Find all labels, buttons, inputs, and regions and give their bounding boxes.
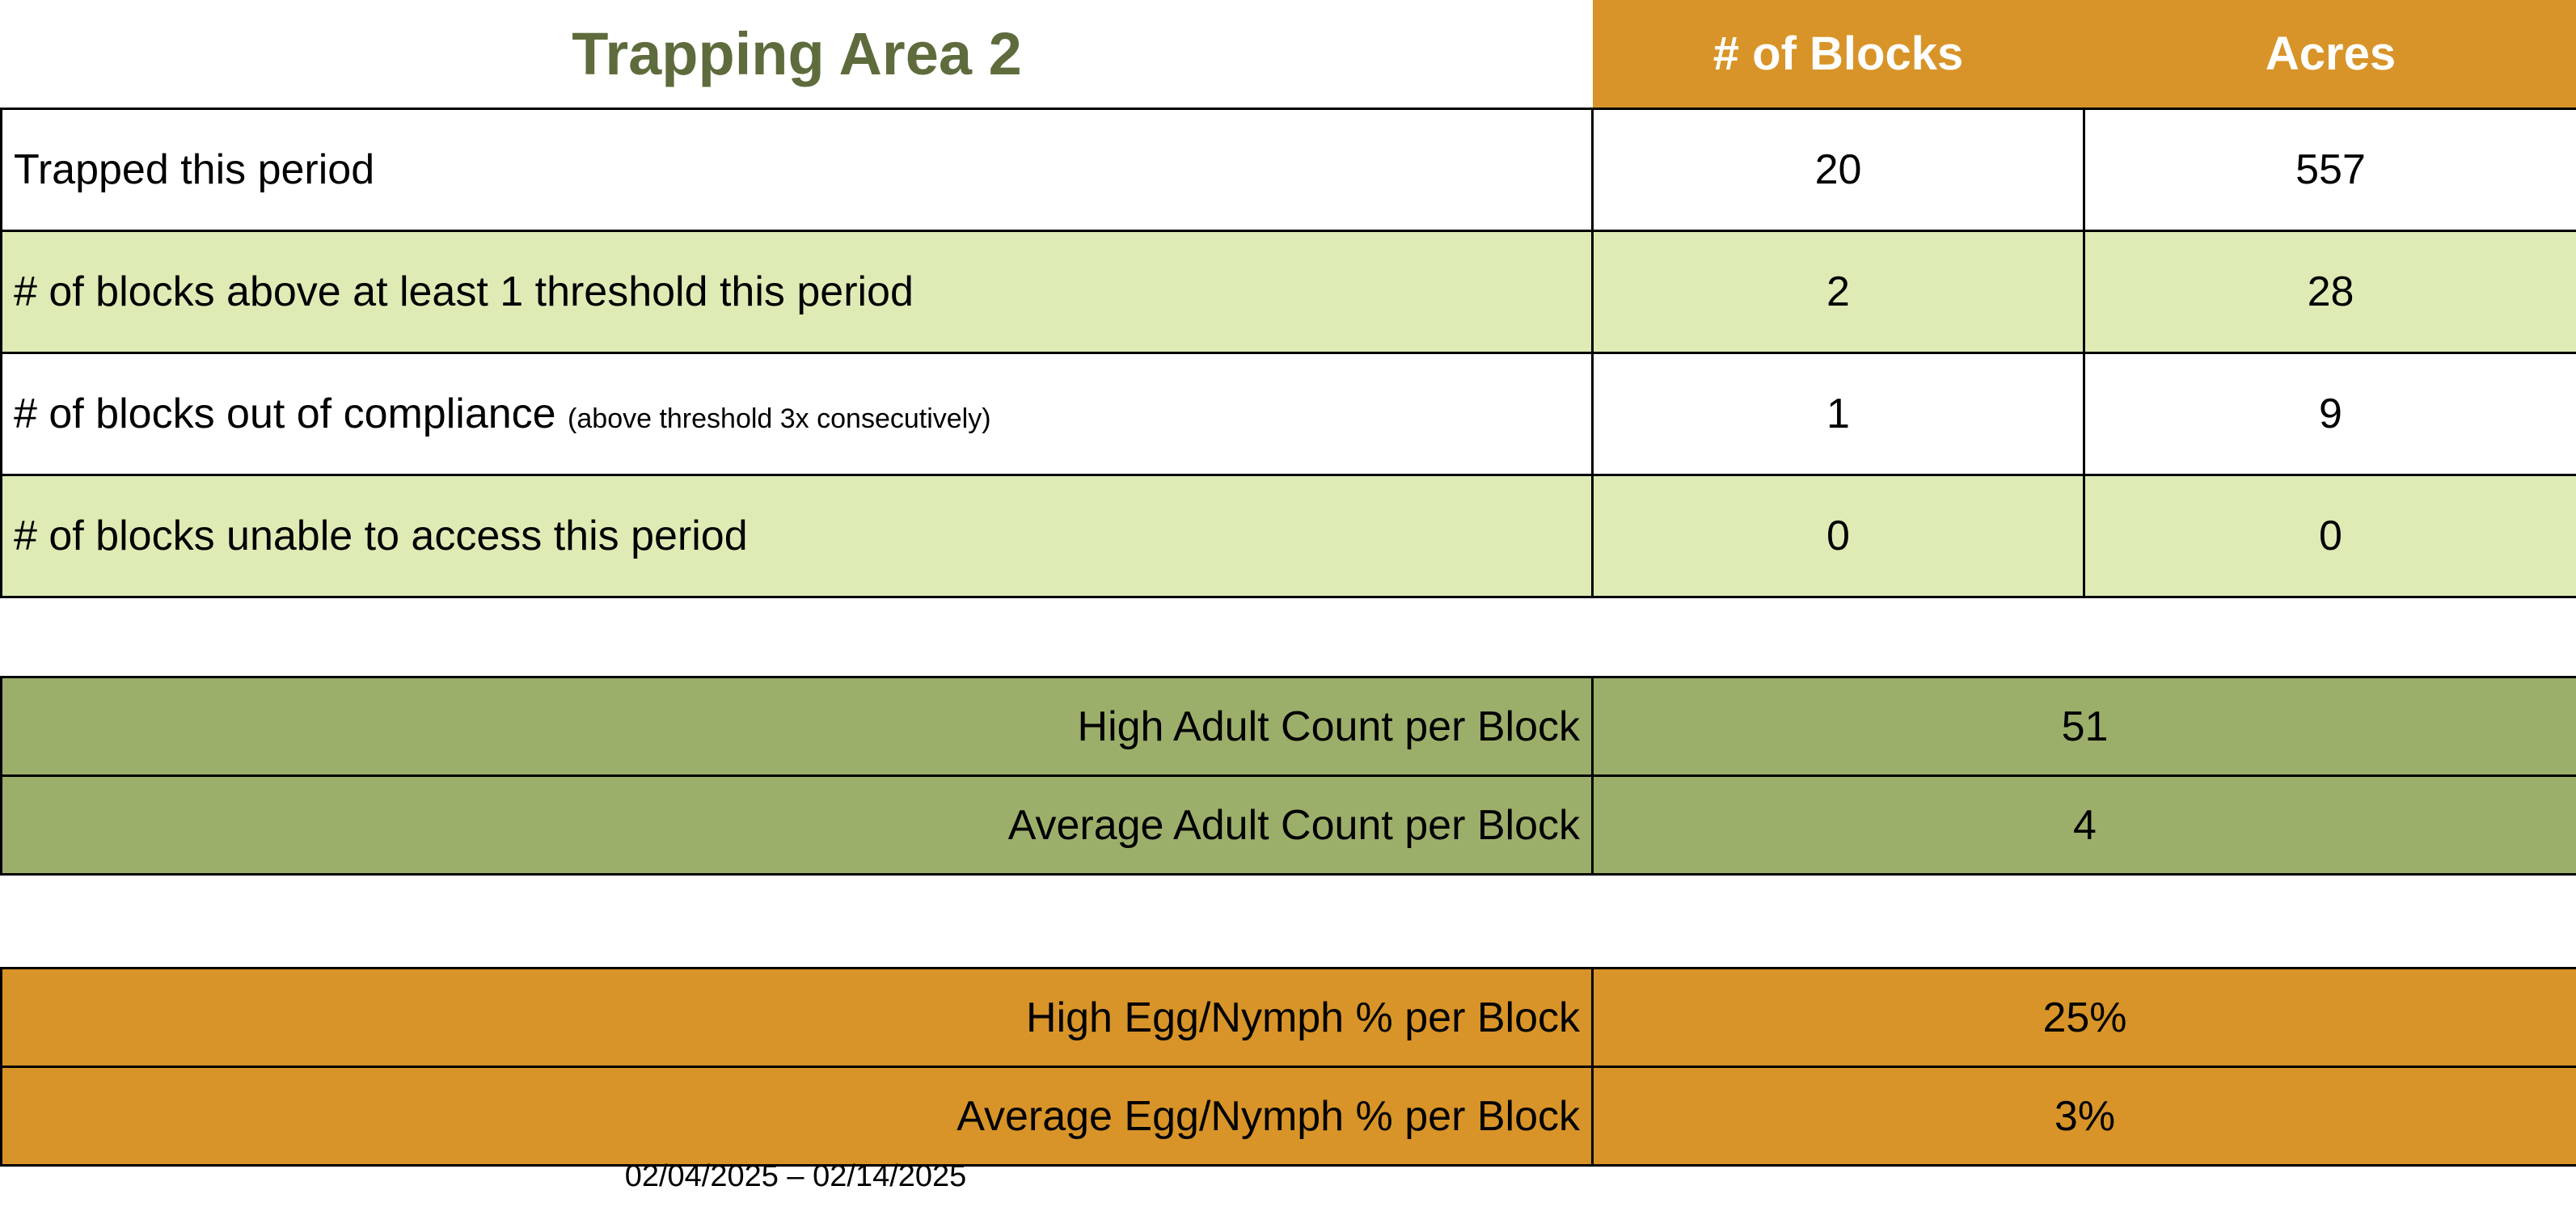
- row-label-note: (above threshold 3x consecutively): [568, 403, 991, 434]
- row-label: Trapped this period: [14, 146, 375, 193]
- column-header-blocks: # of Blocks: [1592, 0, 2084, 109]
- adult-count-summary-table: High Adult Count per Block 51 Average Ad…: [0, 676, 2576, 876]
- adult-average-label: Average Adult Count per Block: [0, 774, 1594, 876]
- row-label-cell: Trapped this period: [0, 108, 1594, 232]
- row-acres-value: 9: [2083, 352, 2576, 476]
- adult-high-value: 51: [1591, 676, 2576, 777]
- row-acres-value: 557: [2083, 108, 2576, 232]
- table-header: Trapping Area 2 # of Blocks Acres: [1, 0, 2576, 109]
- row-blocks-value: 0: [1591, 474, 2085, 598]
- table-row: # of blocks out of compliance (above thr…: [0, 352, 2576, 476]
- table-row: # of blocks unable to access this period…: [0, 474, 2576, 598]
- adult-high-label: High Adult Count per Block: [0, 676, 1594, 777]
- row-acres-value: 0: [2083, 474, 2576, 598]
- row-label-cell: # of blocks above at least 1 threshold t…: [0, 230, 1594, 354]
- row-acres-value: 28: [2083, 230, 2576, 354]
- date-range-label: 02/04/2025 – 02/14/2025: [624, 1159, 967, 1193]
- column-header-acres: Acres: [2084, 0, 2576, 109]
- table-row: # of blocks above at least 1 threshold t…: [0, 230, 2576, 354]
- egg-high-value: 25%: [1591, 967, 2576, 1068]
- table-body: Trapped this period 20 557 # of blocks a…: [0, 108, 2576, 598]
- row-blocks-value: 20: [1591, 108, 2085, 232]
- table-row: Trapped this period 20 557: [0, 108, 2576, 232]
- row-label: # of blocks unable to access this period: [14, 513, 748, 559]
- page-title: Trapping Area 2: [1, 0, 1593, 109]
- egg-nymph-summary-table: High Egg/Nymph % per Block 25% Average E…: [0, 967, 2576, 1167]
- egg-average-value: 3%: [1591, 1066, 2576, 1167]
- row-blocks-value: 2: [1591, 230, 2085, 354]
- header-row: Trapping Area 2 # of Blocks Acres: [1, 0, 2576, 109]
- row-label: # of blocks out of compliance: [14, 390, 556, 437]
- table-row: Average Adult Count per Block 4: [0, 774, 2576, 876]
- row-label-cell: # of blocks out of compliance (above thr…: [0, 352, 1594, 476]
- table-row: Average Egg/Nymph % per Block 3%: [0, 1066, 2576, 1167]
- row-blocks-value: 1: [1591, 352, 2085, 476]
- table-row: High Adult Count per Block 51: [0, 676, 2576, 777]
- trapping-summary-table: Trapping Area 2 # of Blocks Acres Trappe…: [0, 0, 2576, 598]
- row-label: # of blocks above at least 1 threshold t…: [14, 268, 914, 315]
- row-label-cell: # of blocks unable to access this period: [0, 474, 1594, 598]
- egg-average-label: Average Egg/Nymph % per Block: [0, 1066, 1594, 1167]
- table-row: High Egg/Nymph % per Block 25%: [0, 967, 2576, 1068]
- egg-high-label: High Egg/Nymph % per Block: [0, 967, 1594, 1068]
- adult-average-value: 4: [1591, 774, 2576, 876]
